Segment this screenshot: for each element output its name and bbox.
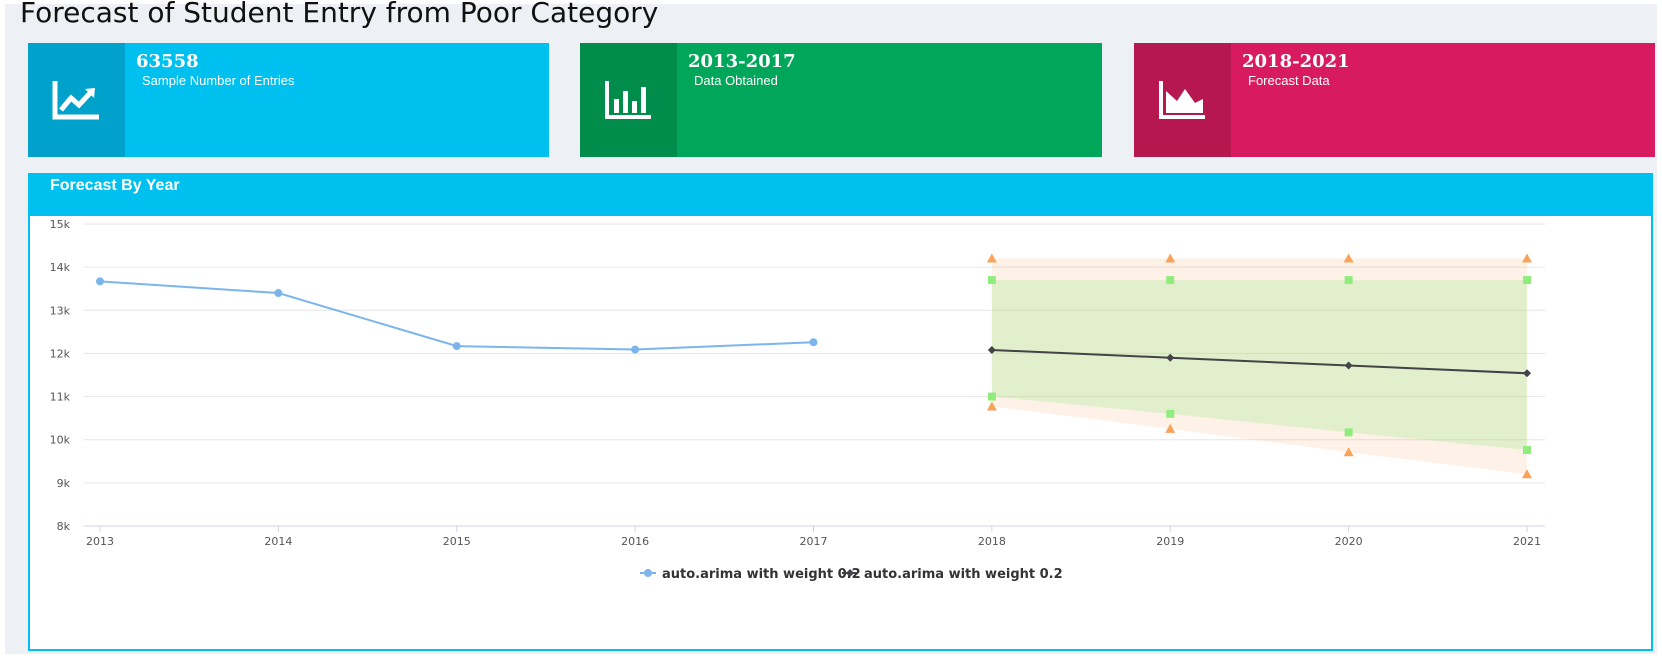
- stat-text: Sample Number of Entries: [142, 73, 295, 88]
- x-tick-label: 2015: [443, 535, 471, 548]
- y-tick-label: 10k: [50, 434, 71, 447]
- bar-chart-icon: [580, 43, 677, 157]
- stat-box-data-obtained: 2013-2017 Data Obtained: [580, 43, 1102, 157]
- x-tick-label: 2013: [86, 535, 114, 548]
- y-tick-label: 12k: [50, 347, 71, 360]
- stat-text: Data Obtained: [694, 73, 778, 88]
- series-point: [452, 342, 461, 351]
- page-title: Forecast of Student Entry from Poor Cate…: [20, 0, 659, 29]
- line-chart-icon: [28, 43, 125, 157]
- band-marker-triangle: [1522, 253, 1532, 263]
- panel-title: Forecast By Year: [50, 177, 180, 194]
- stat-box-forecast: 2018-2021 Forecast Data: [1134, 43, 1655, 157]
- area-chart-icon: [1134, 43, 1231, 157]
- forecast-band-95: [991, 258, 1527, 475]
- band-marker-triangle: [1343, 253, 1354, 263]
- legend-item-label: auto.arima with weight 0.2: [864, 567, 1063, 582]
- x-tick-label: 2019: [1156, 535, 1184, 548]
- series-point: [809, 338, 818, 347]
- band-marker-square: [1166, 276, 1175, 285]
- band-marker-square: [1523, 446, 1531, 455]
- band-marker-square: [987, 276, 996, 285]
- y-tick-label: 14k: [50, 261, 71, 274]
- band-marker-triangle: [986, 253, 997, 263]
- band-marker-triangle: [1165, 423, 1176, 433]
- series-point: [96, 277, 104, 286]
- y-tick-label: 8k: [57, 520, 71, 533]
- band-marker-triangle: [1165, 253, 1176, 263]
- series-line-1: [991, 348, 1528, 375]
- series-point: [1344, 361, 1353, 370]
- y-tick-label: 13k: [50, 304, 71, 317]
- panel-header: Forecast By Year: [28, 173, 1653, 216]
- band-marker-square: [1344, 276, 1353, 285]
- forecast-chart: 8k 9k 10k 11k 12k 13k 14k 15k 2013 2014 2015 2016 20…: [50, 218, 1545, 582]
- band-marker-triangle: [1343, 447, 1354, 457]
- y-tick-label: 11k: [50, 391, 71, 404]
- x-tick-label: 2014: [264, 535, 292, 548]
- y-tick-label: 9k: [57, 477, 71, 490]
- x-tick-label: 2017: [800, 535, 828, 548]
- legend-marker: [846, 569, 854, 577]
- series-point: [631, 345, 640, 354]
- stat-number: 2013-2017: [688, 51, 796, 72]
- band-marker-square: [1344, 428, 1353, 437]
- stat-text: Forecast Data: [1248, 73, 1330, 88]
- band-marker-square: [1523, 276, 1531, 285]
- series-point: [1166, 353, 1175, 362]
- series-line-0: [99, 280, 814, 351]
- x-tick-label: 2016: [621, 535, 649, 548]
- x-tick-label: 2018: [978, 535, 1006, 548]
- series-point: [987, 345, 996, 354]
- y-tick-label: 15k: [50, 218, 71, 231]
- x-tick-label: 2020: [1335, 535, 1363, 548]
- legend-item-label: auto.arima with weight 0.2: [662, 567, 861, 582]
- stat-box-entries: 63558 Sample Number of Entries: [28, 43, 549, 157]
- stat-number: 2018-2021: [1242, 51, 1350, 72]
- band-marker-square: [1166, 409, 1175, 418]
- x-tick-label: 2021: [1513, 535, 1541, 548]
- legend-marker: [644, 569, 652, 577]
- chart-panel: 8k 9k 10k 11k 12k 13k 14k 15k 2013 2014 2015 2016 20…: [28, 173, 1653, 651]
- stat-number: 63558: [136, 51, 199, 72]
- band-marker-triangle: [1522, 469, 1532, 479]
- band-marker-triangle: [986, 401, 997, 411]
- series-point: [1523, 369, 1531, 378]
- band-marker-square: [987, 392, 996, 401]
- forecast-band-80: [991, 280, 1527, 451]
- series-point: [274, 289, 283, 298]
